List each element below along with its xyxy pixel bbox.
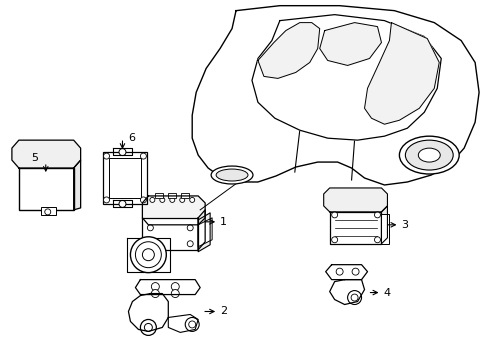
Polygon shape [192,6,478,185]
Circle shape [151,283,159,291]
Polygon shape [319,23,381,66]
Bar [41,207,56,215]
Circle shape [187,225,193,231]
Circle shape [188,321,195,328]
Ellipse shape [417,148,439,162]
Circle shape [350,294,357,301]
Ellipse shape [405,140,452,170]
Polygon shape [112,148,132,155]
Bar [155,193,163,198]
Polygon shape [323,188,386,212]
Polygon shape [128,293,168,332]
Polygon shape [168,315,198,332]
Ellipse shape [135,242,161,268]
Circle shape [147,241,153,247]
Text: 3: 3 [401,220,407,230]
Circle shape [335,268,343,275]
Polygon shape [198,213,210,252]
Circle shape [149,197,155,202]
Text: 6: 6 [128,133,135,143]
Polygon shape [135,280,200,294]
Circle shape [103,153,109,159]
Circle shape [185,318,199,332]
Circle shape [187,241,193,247]
Circle shape [331,237,337,243]
Circle shape [347,291,361,305]
Circle shape [147,225,153,231]
Bar [181,193,189,198]
Circle shape [140,319,156,336]
Ellipse shape [399,136,458,174]
Circle shape [119,201,126,207]
Text: 1: 1 [220,217,226,227]
Polygon shape [364,23,438,124]
Circle shape [160,197,164,202]
Polygon shape [258,23,319,78]
Circle shape [171,289,179,298]
Polygon shape [112,200,132,207]
Circle shape [140,153,146,159]
Circle shape [45,209,51,215]
Circle shape [351,268,358,275]
Circle shape [119,149,126,156]
Circle shape [374,237,380,243]
Polygon shape [127,238,170,272]
Bar [102,152,147,204]
Bar [19,168,74,210]
Polygon shape [142,196,205,225]
Circle shape [374,212,380,218]
Circle shape [171,283,179,291]
Circle shape [180,197,184,202]
Polygon shape [12,140,81,168]
Bar [168,193,176,198]
Ellipse shape [216,169,247,181]
Text: 2: 2 [220,306,227,316]
Circle shape [189,197,194,202]
Polygon shape [381,206,386,244]
Circle shape [331,212,337,218]
Circle shape [169,197,174,202]
Text: 4: 4 [383,288,390,298]
Circle shape [151,289,159,298]
Circle shape [144,323,152,332]
Bar [329,212,381,244]
Polygon shape [329,280,364,305]
Polygon shape [74,160,81,210]
Circle shape [103,197,109,203]
Polygon shape [251,15,440,140]
Polygon shape [142,218,198,250]
Bar [381,214,388,244]
Polygon shape [198,210,205,250]
Bar [108,158,141,198]
Polygon shape [325,265,367,280]
Circle shape [140,197,146,203]
Ellipse shape [211,166,252,184]
Text: 5: 5 [31,153,38,163]
Ellipse shape [142,249,154,261]
Ellipse shape [130,237,166,273]
Polygon shape [198,218,212,247]
